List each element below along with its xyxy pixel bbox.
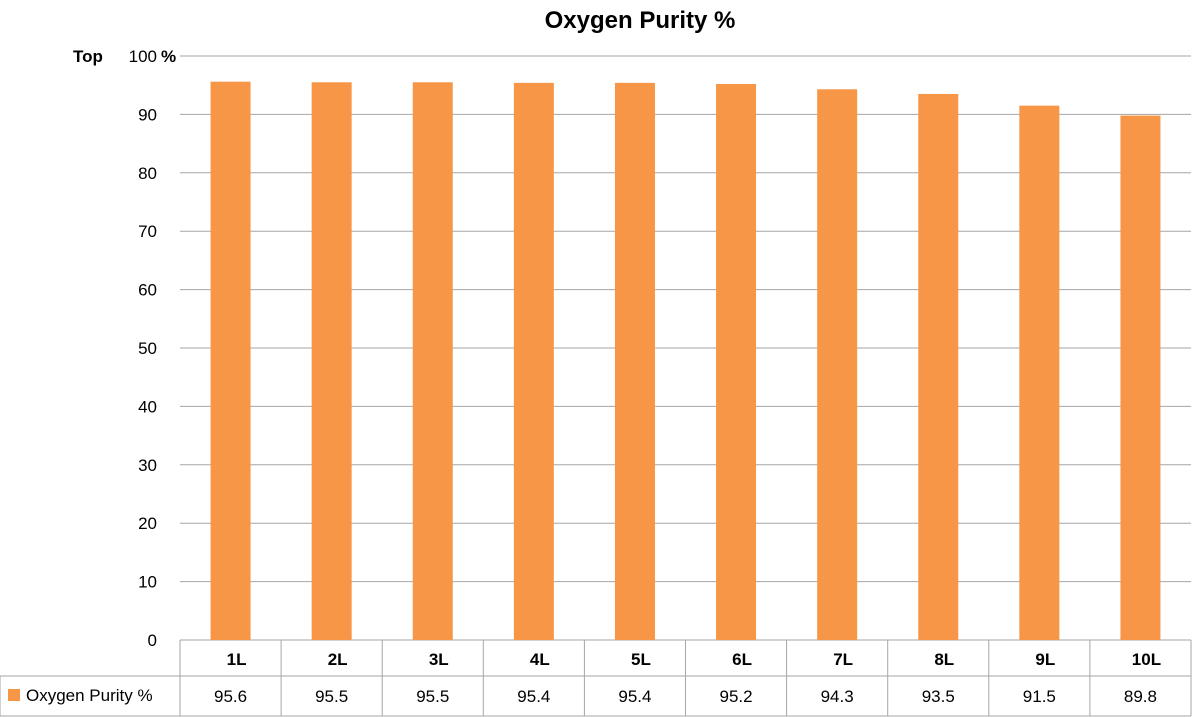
y-tick-label: 60 — [138, 281, 157, 300]
y-axis-ticks: 0 10 20 30 40 50 60 70 80 90 100 — [129, 47, 157, 650]
bar — [412, 82, 453, 640]
top-label: Top — [73, 47, 103, 66]
x-tick-label: 8L — [934, 650, 954, 669]
y-tick-label: 80 — [138, 164, 157, 183]
y-axis-unit-label: % — [161, 47, 176, 66]
data-table: 1L 2L 3L 4L 5L 6L 7L 8L 9L 10L Oxygen Purity % 95.6… — [0, 640, 1192, 717]
data-label: 95.5 — [416, 687, 449, 706]
bar — [716, 84, 757, 641]
data-label: 91.5 — [1023, 687, 1056, 706]
data-label: 95.4 — [517, 687, 550, 706]
data-label: 95.6 — [214, 687, 247, 706]
x-tick-label: 5L — [631, 650, 651, 669]
legend-label: Oxygen Purity % — [26, 686, 153, 705]
data-label: 94.3 — [821, 687, 854, 706]
y-tick-label: 100 — [129, 47, 157, 66]
legend-swatch — [8, 689, 20, 701]
y-tick-label: 30 — [138, 456, 157, 475]
bar — [1120, 115, 1161, 641]
y-tick-label: 40 — [138, 397, 157, 416]
x-tick-label: 2L — [328, 650, 348, 669]
x-tick-label: 3L — [429, 650, 449, 669]
data-label: 89.8 — [1124, 687, 1157, 706]
bar — [1019, 105, 1060, 640]
data-label: 95.5 — [315, 687, 348, 706]
x-tick-label: 9L — [1035, 650, 1055, 669]
bars — [210, 81, 1161, 641]
y-tick-label: 70 — [138, 222, 157, 241]
y-tick-label: 10 — [138, 573, 157, 592]
x-tick-label: 10L — [1132, 650, 1161, 669]
bar — [311, 82, 352, 640]
x-tick-label: 4L — [530, 650, 550, 669]
chart-title: Oxygen Purity % — [545, 7, 736, 34]
y-tick-label: 90 — [138, 105, 157, 124]
data-label: 93.5 — [922, 687, 955, 706]
bar — [210, 81, 251, 641]
bar — [918, 93, 959, 640]
y-tick-label: 0 — [148, 631, 157, 650]
data-label: 95.4 — [618, 687, 651, 706]
x-tick-label: 6L — [732, 650, 752, 669]
bar — [614, 82, 655, 640]
bar — [513, 82, 554, 640]
y-tick-label: 20 — [138, 514, 157, 533]
x-tick-label: 1L — [227, 650, 247, 669]
y-tick-label: 50 — [138, 339, 157, 358]
data-label: 95.2 — [720, 687, 753, 706]
bar — [817, 89, 858, 640]
x-tick-label: 7L — [833, 650, 853, 669]
